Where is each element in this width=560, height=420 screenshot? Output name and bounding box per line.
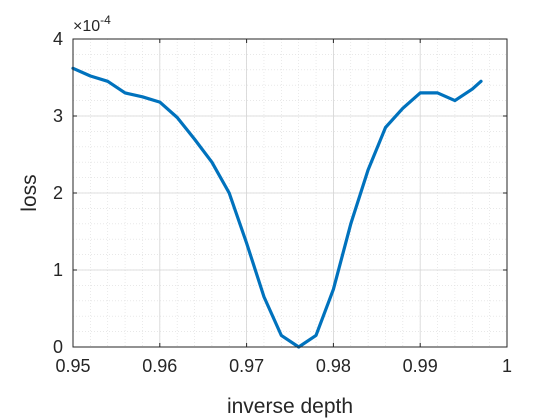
x-tick-label: 0.98 [316,356,351,376]
tick-labels: 0.95 0.96 0.97 0.98 0.99 1 0 1 2 3 4 [53,29,512,376]
y-tick-label: 3 [53,106,63,126]
tick-marks [72,38,508,348]
y-tick-label: 0 [53,337,63,357]
y-tick-label: 4 [53,29,63,49]
x-tick-label: 0.95 [55,356,90,376]
y-tick-label: 2 [53,183,63,203]
series-layer [71,66,483,349]
y-tick-label: 1 [53,260,63,280]
x-tick-label: 0.99 [403,356,438,376]
y-axis-exponent: ×10-4 [73,13,111,35]
x-tick-label: 0.96 [142,356,177,376]
x-tick-label: 0.97 [229,356,264,376]
x-axis-label: inverse depth [227,395,353,418]
series-line-1 [71,66,483,349]
x-tick-label: 1 [502,356,512,376]
y-axis-label: loss [18,174,41,211]
